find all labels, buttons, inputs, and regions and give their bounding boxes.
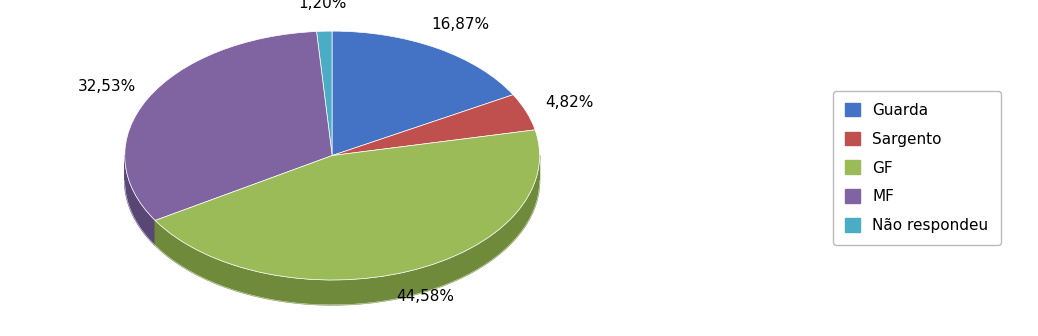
Wedge shape xyxy=(332,31,513,156)
Text: 32,53%: 32,53% xyxy=(78,79,136,94)
Text: 16,87%: 16,87% xyxy=(431,17,489,32)
Polygon shape xyxy=(155,156,540,305)
Wedge shape xyxy=(125,32,332,220)
Legend: Guarda, Sargento, GF, MF, Não respondeu: Guarda, Sargento, GF, MF, Não respondeu xyxy=(832,91,1001,245)
Text: 1,20%: 1,20% xyxy=(299,0,347,11)
Wedge shape xyxy=(332,95,536,156)
Polygon shape xyxy=(125,156,155,245)
Wedge shape xyxy=(155,130,540,280)
Wedge shape xyxy=(317,31,332,156)
Text: 4,82%: 4,82% xyxy=(545,95,594,110)
Text: 44,58%: 44,58% xyxy=(397,289,455,304)
